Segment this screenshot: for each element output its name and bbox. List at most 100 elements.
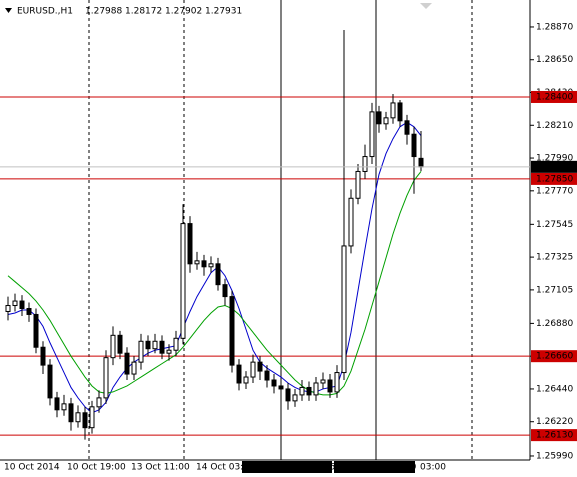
candle-body (320, 379, 326, 384)
candle-body (166, 349, 172, 354)
level-label: 1.26130 (536, 431, 573, 441)
candle-body (103, 357, 109, 399)
candle-body (222, 284, 228, 298)
candle-body (292, 394, 298, 402)
x-label: 03:00 (420, 463, 446, 473)
candle-body (285, 388, 291, 402)
y-tick-label: 1.27770 (536, 186, 573, 196)
x-label: 2014.10.16 00:00 (336, 463, 417, 473)
price-label: 1.27931 (536, 162, 573, 172)
candle-body (271, 379, 277, 387)
y-tick-label: 1.26220 (536, 417, 573, 427)
x-label: 2014.10.15 00:00 (244, 463, 325, 473)
candle-body (180, 223, 186, 339)
candle-body (264, 370, 270, 381)
level-label: 1.26660 (536, 352, 573, 362)
candle-body (194, 260, 200, 265)
x-label: 13 Oct 11:00 (131, 463, 190, 473)
candle-body (369, 111, 375, 158)
header-icon (5, 8, 12, 13)
candle-body (54, 397, 60, 411)
candle-body (229, 296, 235, 366)
ohlc-value: 1.28172 (125, 7, 162, 17)
level-label: 1.27850 (536, 174, 573, 184)
candle-body (40, 346, 46, 366)
y-tick-label: 1.27545 (536, 220, 573, 230)
ohlc-value: 1.27988 (85, 7, 122, 17)
y-tick-label: 1.26440 (536, 384, 573, 394)
candle-body (327, 379, 333, 393)
candle-body (390, 102, 396, 119)
candle-body (411, 133, 417, 158)
candle-body (33, 313, 39, 348)
candle-body (215, 263, 221, 286)
candle-body (159, 340, 165, 354)
moving-average (7, 171, 422, 396)
y-tick-label: 1.27990 (536, 154, 573, 164)
candle-body (187, 223, 193, 265)
y-tick-label: 1.26880 (536, 319, 573, 329)
candle-body (334, 372, 340, 393)
candle-body (117, 334, 123, 354)
candle-body (68, 403, 74, 423)
x-label: 15 (324, 463, 335, 473)
y-tick-label: 1.27325 (536, 253, 573, 263)
candle-body (348, 197, 354, 247)
candle-body (362, 156, 368, 172)
x-label: 10 Oct 2014 (4, 463, 60, 473)
candle-body (208, 263, 214, 268)
candle-body (26, 308, 32, 315)
candle-body (355, 170, 361, 199)
y-tick-label: 1.28870 (536, 22, 573, 32)
candle-body (131, 361, 137, 375)
x-label-box (334, 461, 415, 473)
symbol-label: EURUSD.,H1 (17, 7, 73, 17)
candle-body (96, 397, 102, 408)
level-label-box (531, 90, 577, 103)
level-label-box (531, 429, 577, 442)
price-label-box (531, 160, 577, 173)
y-tick-label: 1.28650 (536, 55, 573, 65)
candle-body (82, 412, 88, 429)
candle-body (278, 385, 284, 390)
candle-body (173, 337, 179, 351)
x-label: 10 Oct 19:00 (67, 463, 126, 473)
x-label-box (242, 461, 332, 473)
candle-body (257, 361, 263, 372)
candle-body (12, 300, 18, 307)
candle-body (75, 412, 81, 423)
candle-body (376, 111, 382, 125)
candle-body (418, 157, 424, 168)
candle-body (299, 386, 305, 396)
moving-average (7, 121, 422, 414)
candle-body (341, 245, 347, 374)
ohlc-value: 1.27902 (165, 7, 202, 17)
candle-body (152, 340, 158, 350)
candle-body (89, 406, 95, 429)
candle-body (313, 382, 319, 396)
candle-body (61, 403, 67, 411)
y-tick-label: 1.27105 (536, 285, 573, 295)
candle-body (236, 364, 242, 384)
chart-header: EURUSD.,H1 1.27988 1.28172 1.27902 1.27931 (5, 7, 242, 17)
ohlc-value: 1.27931 (205, 7, 242, 17)
level-label-box (531, 350, 577, 363)
y-tick-label: 1.25990 (536, 451, 573, 461)
candle-body (201, 260, 207, 268)
x-label: 14 Oct 03:00 (196, 463, 255, 473)
level-label: 1.28400 (536, 92, 573, 102)
candle-body (404, 120, 410, 135)
candle-body (138, 340, 144, 363)
candle-body (110, 334, 116, 359)
candle-body (124, 352, 130, 375)
candle-body (243, 376, 249, 384)
candle-body (47, 364, 53, 399)
candle-body (397, 102, 403, 122)
candle-body (250, 361, 256, 378)
candle-body (19, 300, 25, 310)
candle-body (145, 340, 151, 350)
corner-icon (420, 3, 432, 9)
y-tick-label: 1.28210 (536, 121, 573, 131)
candle-body (5, 305, 11, 312)
